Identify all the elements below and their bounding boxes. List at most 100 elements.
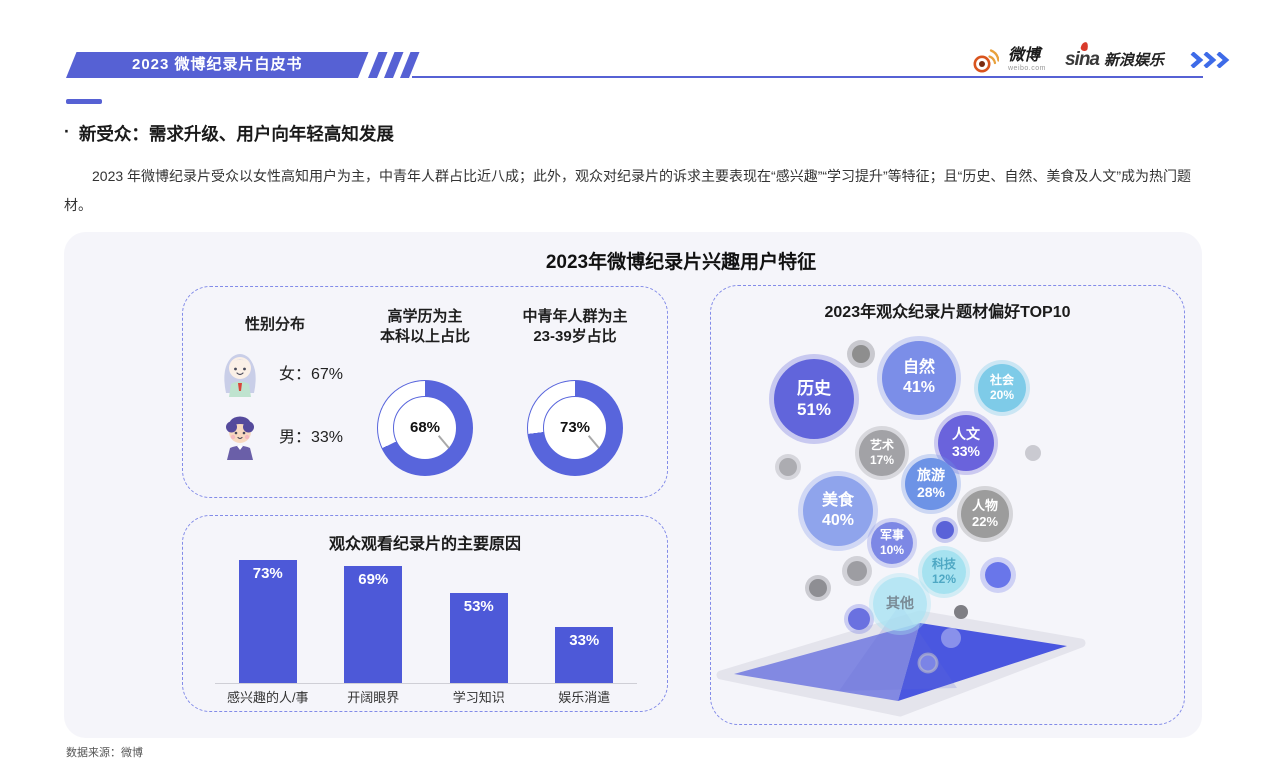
age-donut-title: 中青年人群为主 23-39岁占比: [522, 308, 628, 345]
female-value: 女：67%: [279, 366, 344, 383]
bar-category-label: 娱乐消遣: [558, 690, 611, 705]
platform-graphic: [716, 604, 1086, 717]
bubble-label: 社会: [989, 373, 1014, 387]
age-donut-value: 73%: [559, 419, 591, 437]
bubble-value: 12%: [931, 572, 957, 586]
bar-category-labels: 感兴趣的人/事 开阔眼界 学习知识 娱乐消遣: [215, 687, 637, 706]
bar-value-label: 69%: [358, 571, 389, 588]
gender-title: 性别分布: [245, 316, 306, 333]
infographic-panel: 2023年微博纪录片兴趣用户特征 性别分布 女：67%: [64, 232, 1202, 738]
age-donut-group: 中青年人群为主 23-39岁占比 73%: [495, 307, 655, 476]
bubble-value: 33%: [951, 443, 981, 459]
education-donut-value: 68%: [409, 419, 441, 437]
gender-distribution: 性别分布 女：67%: [217, 313, 367, 460]
bubble-label: 其他: [886, 595, 914, 612]
bubble-label: 人文: [952, 425, 980, 442]
topic-bubble-人物: 人物 22%: [961, 490, 1009, 538]
bubble-label: 科技: [931, 557, 956, 571]
watch-reasons-card: 观众观看纪录片的主要原因 73% 69% 53% 33% 感兴趣的人/事 开阔眼界 学习知…: [182, 515, 668, 712]
bubble-value: 20%: [989, 388, 1015, 402]
bar-columns: 73% 69% 53% 33%: [215, 552, 637, 684]
data-source-note: 数据来源：微博: [66, 747, 143, 759]
decor-bubble: [847, 561, 867, 581]
bar: 53%: [449, 593, 508, 683]
bar-category-label: 学习知识: [452, 690, 505, 705]
male-value: 男：33%: [279, 429, 344, 446]
donut-leader-line: [438, 435, 450, 449]
header-banner: 2023 微博纪录片白皮书: [66, 52, 369, 78]
male-avatar-icon: [226, 416, 254, 460]
bubble-area: 历史 51% 自然 41% 社会 20% 艺术 17% 人文 33% 旅游 28% 美食 40% 人物 22%…: [711, 286, 1184, 724]
education-donut-group: 高学历为主 本科以上占比 68%: [345, 307, 505, 476]
decor-bubble: [852, 345, 870, 363]
topic-bubble-旅游: 旅游 28%: [905, 458, 957, 510]
bubble-value: 17%: [869, 453, 895, 467]
topic-bubble-艺术: 艺术 17%: [859, 430, 905, 476]
topic-bubble-自然: 自然 41%: [882, 341, 956, 415]
bubble-value: 22%: [971, 514, 999, 529]
bubble-value: 51%: [796, 400, 832, 419]
gender-row-male: 男：33%: [217, 410, 367, 460]
section-accent-dash: [66, 99, 102, 104]
bar: 33%: [555, 627, 614, 683]
decor-bubble: [936, 521, 954, 539]
banner-stripe: [400, 52, 420, 78]
bubble-label: 自然: [902, 359, 935, 376]
bubble-label: 军事: [879, 528, 904, 542]
decor-bubble: [848, 608, 870, 630]
decor-bubble: [779, 458, 797, 476]
topic-preference-card: 历史 51% 自然 41% 社会 20% 艺术 17% 人文 33% 旅游 28% 美食 40% 人物 22%…: [710, 285, 1185, 725]
section-title-text: 新受众：需求升级、用户向年轻高知发展: [78, 124, 394, 144]
topic-bubble-科技: 科技 12%: [922, 550, 966, 594]
bubble-label: 旅游: [917, 466, 945, 483]
panel-title: 2023年微博纪录片兴趣用户特征: [545, 252, 817, 273]
donut-leader-line: [588, 435, 600, 449]
bubble-value: 40%: [821, 512, 855, 529]
bar-category-label: 感兴趣的人/事: [226, 690, 309, 705]
gender-row-female: 女：67%: [217, 347, 367, 397]
female-avatar-icon: [224, 354, 256, 397]
gender-education-age-card: 性别分布 女：67%: [182, 286, 668, 498]
bubble-value: 28%: [916, 484, 946, 500]
decor-bubble: [809, 579, 827, 597]
section-bullet: ·: [64, 121, 70, 141]
bar: 73%: [238, 560, 297, 683]
bubble-value: 41%: [902, 379, 936, 396]
decor-bubble: [954, 605, 968, 619]
bar-value-label: 53%: [463, 598, 494, 615]
header-logos: 微博 weibo.com sina 新浪娱乐: [972, 41, 1233, 76]
section-paragraph: 2023 年微博纪录片受众以女性高知用户为主，中青年人群占比近八成；此外，观众对…: [64, 168, 1192, 214]
bar-chart-title: 观众观看纪录片的主要原因: [328, 536, 521, 553]
banner-title: 2023 微博纪录片白皮书: [131, 56, 303, 73]
topic-bubble-美食: 美食 40%: [803, 476, 873, 546]
weibo-logo-text: 微博: [1008, 47, 1041, 64]
bubble-label: 人物: [971, 497, 998, 513]
sina-logo-text: sina: [1064, 49, 1100, 70]
sina-ent-text: 新浪娱乐: [1104, 52, 1165, 69]
bar: 69%: [344, 566, 403, 683]
bubble-value: 10%: [879, 543, 905, 557]
header-rule: [412, 76, 1203, 78]
sina-logo: sina 新浪娱乐: [1064, 41, 1165, 71]
bubble-chart-title: 2023年观众纪录片题材偏好TOP10: [824, 304, 1071, 321]
weibo-domain-text: weibo.com: [1008, 65, 1046, 72]
bubble-label: 艺术: [869, 438, 894, 452]
bar-value-label: 33%: [569, 632, 600, 649]
weibo-logo-icon: [973, 49, 999, 73]
topic-bubble-军事: 军事 10%: [871, 522, 913, 564]
bubble-label: 美食: [821, 492, 854, 509]
education-donut-title: 高学历为主 本科以上占比: [379, 308, 470, 345]
bar-value-label: 73%: [252, 565, 283, 582]
education-donut: 68%: [377, 379, 473, 476]
decor-bubble: [985, 562, 1011, 588]
topic-bubble-其他: 其他: [873, 577, 927, 631]
topic-bubble-人文: 人文 33%: [938, 415, 994, 471]
decor-bubble: [1025, 445, 1041, 461]
topic-bubble-历史: 历史 51%: [774, 359, 854, 439]
bar-category-label: 开阔眼界: [347, 690, 400, 705]
age-donut: 73%: [527, 379, 623, 476]
section-title: · 新受众：需求升级、用户向年轻高知发展: [64, 121, 394, 146]
bubble-label: 历史: [797, 378, 831, 398]
triple-chevron-icon: [1190, 52, 1230, 68]
